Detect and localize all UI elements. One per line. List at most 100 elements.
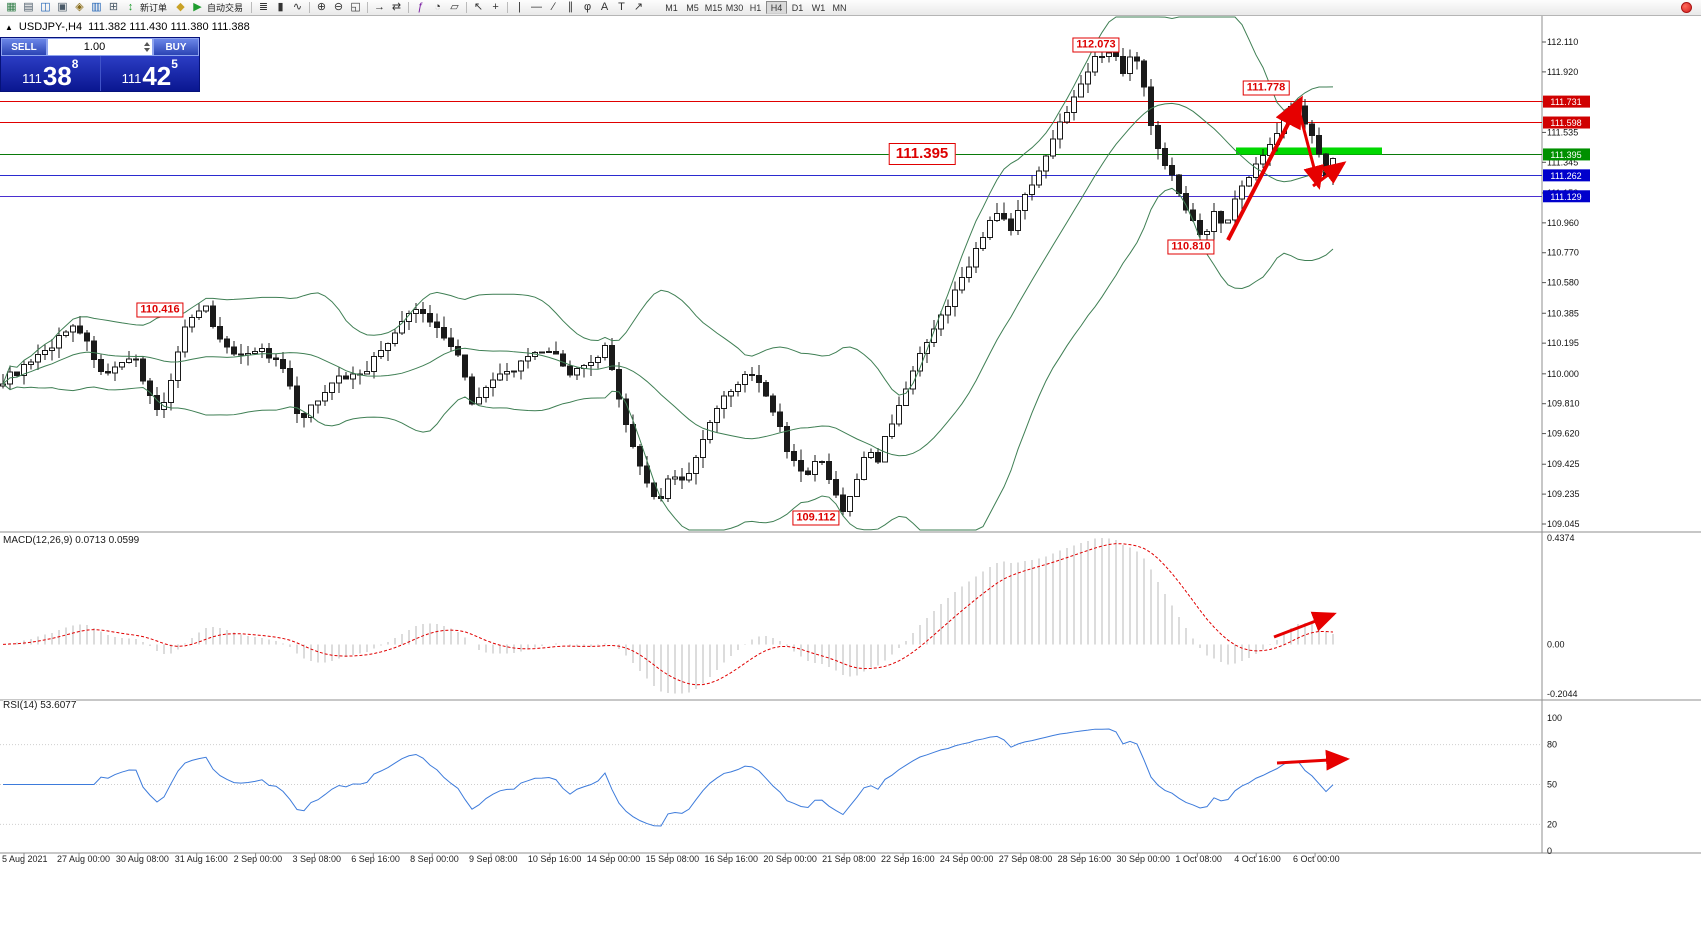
auto-scroll-icon[interactable]: → [374, 0, 386, 13]
strategy-tester-icon[interactable]: ⊞ [108, 0, 119, 13]
svg-text:110.000: 110.000 [1547, 369, 1579, 379]
data-window-icon[interactable]: ▣ [57, 0, 68, 13]
bid-price[interactable]: 111 38 8 [1, 56, 101, 91]
bars-chart-icon[interactable]: ≣ [258, 0, 269, 13]
svg-text:110.770: 110.770 [1547, 248, 1579, 258]
crosshair-icon[interactable]: + [492, 0, 499, 13]
indicators-icon[interactable]: ƒ [417, 0, 424, 13]
timeframe-w1[interactable]: W1 [811, 3, 826, 13]
timeframe-mn[interactable]: MN [832, 3, 847, 13]
lot-increase-icon[interactable] [143, 42, 150, 46]
timeframe-m1[interactable]: M1 [665, 3, 678, 13]
ask-price[interactable]: 111 42 5 [101, 56, 200, 91]
new-order-button[interactable]: ↕ [127, 0, 134, 13]
svg-text:111.731: 111.731 [1550, 97, 1581, 107]
svg-text:0.4374: 0.4374 [1547, 533, 1575, 543]
svg-text:110.580: 110.580 [1547, 278, 1579, 288]
chart-header: ▲ USDJPY-,H4 111.382 111.430 111.380 111… [5, 21, 250, 33]
fibonacci-icon[interactable]: φ [583, 0, 592, 13]
svg-text:30 Aug 08:00: 30 Aug 08:00 [116, 854, 169, 864]
svg-text:6 Sep 16:00: 6 Sep 16:00 [351, 854, 400, 864]
svg-text:50: 50 [1547, 780, 1557, 790]
ask-integer: 111 [121, 71, 142, 86]
arrows-icon[interactable]: ↗ [633, 0, 644, 13]
rsi-pane [0, 728, 1542, 827]
channel-icon[interactable]: ∥ [567, 0, 574, 13]
toolbar-separator [309, 2, 311, 13]
lot-size-value[interactable]: 1.00 [83, 41, 106, 53]
timeframe-h4[interactable]: H4 [766, 1, 788, 14]
market-watch-icon[interactable]: ◫ [40, 0, 51, 13]
terminal-icon[interactable]: ▥ [91, 0, 102, 13]
line-chart-icon[interactable]: ∿ [292, 0, 303, 13]
templates-icon[interactable]: ▱ [450, 0, 459, 13]
sell-button[interactable]: SELL [1, 38, 47, 56]
buy-button[interactable]: BUY [153, 38, 199, 56]
rsi-indicator-label: RSI(14) 53.6077 [3, 700, 77, 711]
svg-text:112.110: 112.110 [1547, 37, 1578, 47]
zoom-out-icon[interactable]: ⊖ [333, 0, 344, 13]
svg-text:30 Sep 00:00: 30 Sep 00:00 [1116, 854, 1170, 864]
timeframe-h1[interactable]: H1 [749, 3, 762, 13]
svg-text:28 Sep 16:00: 28 Sep 16:00 [1058, 854, 1112, 864]
ask-pip-digit: 5 [171, 57, 178, 71]
svg-text:111.345: 111.345 [1547, 157, 1578, 167]
vertical-line-icon[interactable]: | [518, 0, 521, 13]
periods-icon[interactable]: ◔ [434, 0, 441, 13]
timeframe-m15[interactable]: M15 [704, 3, 723, 13]
svg-text:31 Aug 16:00: 31 Aug 16:00 [175, 854, 228, 864]
bid-pip-digit: 8 [71, 57, 79, 71]
chart-shift-icon[interactable]: ⇄ [391, 0, 402, 13]
svg-text:109.045: 109.045 [1547, 519, 1580, 529]
ohlc-values: 111.382 111.430 111.380 111.388 [88, 21, 250, 33]
svg-text:4 Oct 16:00: 4 Oct 16:00 [1234, 854, 1281, 864]
svg-text:27 Aug 00:00: 27 Aug 00:00 [57, 854, 110, 864]
lot-stepper[interactable] [141, 41, 152, 53]
svg-text:100: 100 [1547, 713, 1562, 723]
timeframe-m5[interactable]: M5 [686, 3, 699, 13]
new-chart-icon[interactable]: ▦ [6, 0, 17, 13]
timeframe-m30[interactable]: M30 [725, 3, 744, 13]
profiles-icon[interactable]: ▤ [23, 0, 34, 13]
svg-text:110.385: 110.385 [1547, 308, 1579, 318]
svg-text:111.920: 111.920 [1547, 67, 1578, 77]
zoom-in-icon[interactable]: ⊕ [316, 0, 327, 13]
trendline-icon[interactable]: ∕ [552, 0, 555, 13]
candles-chart-icon[interactable]: ▮ [277, 0, 284, 13]
time-axis: 5 Aug 2021 27 Aug 00:00 30 Aug 08:00 31 Aug… [2, 853, 1340, 864]
autotrade-button[interactable]: ▶ [193, 0, 202, 13]
svg-text:1 Oct 08:00: 1 Oct 08:00 [1175, 854, 1222, 864]
svg-text:6 Oct 00:00: 6 Oct 00:00 [1293, 854, 1340, 864]
svg-text:109.235: 109.235 [1547, 489, 1580, 499]
macd-indicator-label: MACD(12,26,9) 0.0713 0.0599 [3, 535, 140, 546]
svg-text:111.598: 111.598 [1550, 118, 1581, 128]
tile-windows-icon[interactable]: ◱ [350, 0, 361, 13]
label-icon[interactable]: T [618, 0, 625, 13]
timeframe-d1[interactable]: D1 [791, 3, 804, 13]
svg-text:0: 0 [1547, 846, 1552, 856]
bollinger-bands [2, 16, 1334, 531]
notification-icon[interactable] [1681, 2, 1692, 13]
navigator-icon[interactable]: ◈ [75, 0, 84, 13]
price-axis: 112.110111.920111.730111.535111.345111.1… [1542, 37, 1590, 856]
text-icon[interactable]: A [600, 0, 609, 13]
autotrade-button-label[interactable]: 自动交易 [207, 3, 244, 13]
svg-text:111.129: 111.129 [1550, 192, 1581, 202]
svg-text:5 Aug 2021: 5 Aug 2021 [2, 854, 48, 864]
lot-decrease-icon[interactable] [143, 48, 150, 52]
lot-size-field[interactable]: 1.00 [47, 38, 153, 56]
svg-text:110.195: 110.195 [1547, 338, 1579, 348]
svg-text:16 Sep 16:00: 16 Sep 16:00 [704, 854, 758, 864]
horizontal-line-icon[interactable]: — [531, 0, 543, 13]
svg-text:8 Sep 00:00: 8 Sep 00:00 [410, 854, 459, 864]
metaeditor-icon[interactable]: ◆ [176, 0, 185, 13]
trend-arrows [1226, 95, 1350, 771]
cursor-icon[interactable]: ↖ [473, 0, 484, 13]
svg-text:0.00: 0.00 [1547, 639, 1565, 649]
svg-text:111.395: 111.395 [1550, 150, 1581, 160]
svg-text:22 Sep 16:00: 22 Sep 16:00 [881, 854, 935, 864]
svg-text:80: 80 [1547, 740, 1557, 750]
new-order-button-label[interactable]: 新订单 [140, 3, 168, 13]
svg-text:2 Sep 00:00: 2 Sep 00:00 [234, 854, 283, 864]
